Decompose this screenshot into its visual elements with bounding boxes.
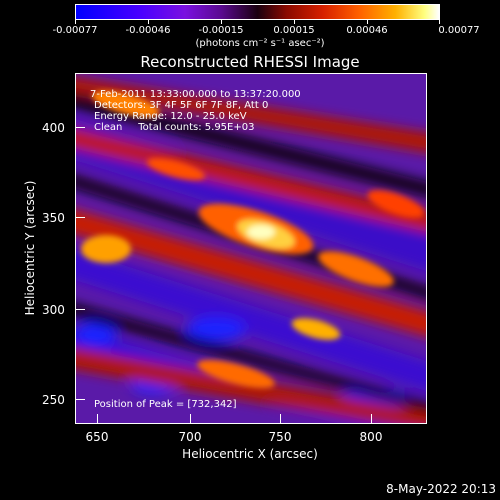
clean-total-counts: Clean Total counts: 5.95E+03 — [94, 122, 255, 133]
y-tick — [76, 309, 85, 310]
y-tick — [76, 217, 85, 218]
colorbar-tick — [148, 20, 149, 24]
detectors-info: Detectors: 3F 4F 5F 6F 7F 8F, Att 0 — [94, 100, 269, 111]
colorbar-tick — [367, 20, 368, 24]
y-axis-label: Heliocentric Y (arcsec) — [23, 180, 37, 316]
x-tick-label: 800 — [359, 430, 383, 444]
y-tick-label: 300 — [42, 303, 65, 317]
image-plot: 7-Feb-2011 13:33:00.000 to 13:37:20.000 … — [75, 73, 427, 424]
colorbar-tick — [221, 20, 222, 24]
x-tick — [97, 414, 98, 423]
y-tick-label: 250 — [42, 393, 65, 407]
colorbar-label: -0.00046 — [125, 25, 171, 36]
colorbar-label: 0.00046 — [346, 25, 388, 36]
image-title: Reconstructed RHESSI Image — [140, 53, 360, 71]
colorbar-label: 0.00015 — [273, 25, 315, 36]
colorbar-tick — [439, 20, 440, 24]
colorbar-units: (photons cm⁻² s⁻¹ asec⁻²) — [195, 38, 325, 49]
x-tick — [280, 414, 281, 423]
energy-range: Energy Range: 12.0 - 25.0 keV — [94, 111, 247, 122]
x-tick-label: 650 — [85, 430, 109, 444]
colorbar-label: -0.00077 — [52, 25, 98, 36]
x-tick — [371, 414, 372, 423]
observation-time: 7-Feb-2011 13:33:00.000 to 13:37:20.000 — [90, 89, 301, 100]
colorbar — [75, 4, 440, 20]
x-tick-label: 700 — [178, 430, 202, 444]
y-tick-label: 400 — [42, 121, 65, 135]
peak-position: Position of Peak = [732,342] — [94, 399, 237, 410]
rhessi-image — [76, 74, 426, 423]
colorbar-label: -0.00015 — [198, 25, 244, 36]
y-tick — [76, 399, 85, 400]
colorbar-label: 0.00077 — [438, 25, 480, 36]
x-axis-label: Heliocentric X (arcsec) — [182, 447, 318, 461]
x-tick-label: 750 — [268, 430, 292, 444]
y-tick — [76, 127, 85, 128]
colorbar-tick — [294, 20, 295, 24]
render-timestamp: 8-May-2022 20:13 — [386, 482, 496, 496]
colorbar-tick — [75, 20, 76, 24]
x-tick — [190, 414, 191, 423]
y-tick-label: 350 — [42, 211, 65, 225]
